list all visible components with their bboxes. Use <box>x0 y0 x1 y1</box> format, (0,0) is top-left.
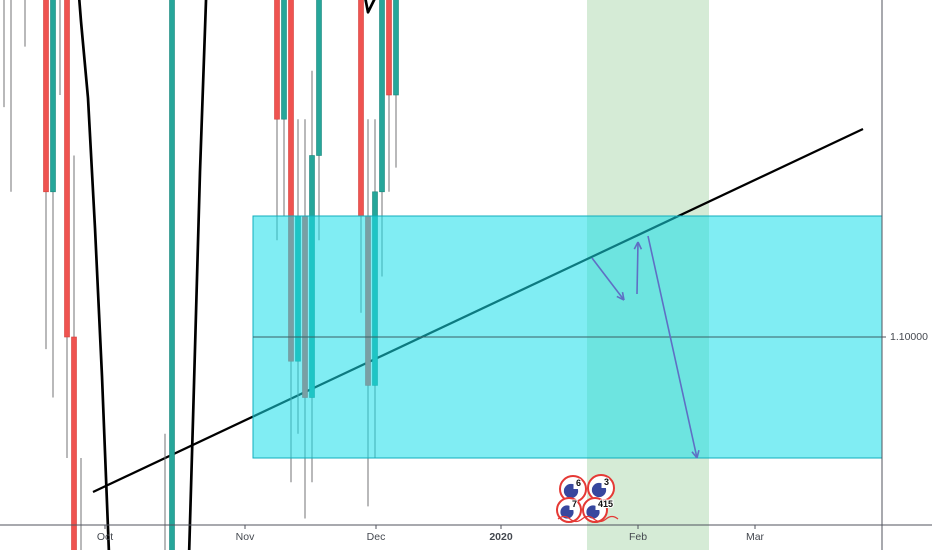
event-count: 6 <box>576 478 581 488</box>
candle-down <box>358 0 364 217</box>
candle-up <box>281 0 287 120</box>
candle-down <box>64 0 70 338</box>
x-axis-label: 2020 <box>489 531 513 543</box>
event-wave-decoration <box>557 515 619 523</box>
arrow-head <box>621 291 625 301</box>
event-count: 415 <box>598 499 613 509</box>
event-count: 3 <box>604 477 609 487</box>
economic-event-icons[interactable]: 6 3 7 415 <box>556 474 619 523</box>
candle-down <box>43 0 49 193</box>
candle-down <box>386 0 392 96</box>
x-axis-label: Mar <box>745 531 765 543</box>
arrow-head <box>633 241 639 250</box>
candle-up <box>379 0 385 193</box>
candle-up <box>50 0 56 193</box>
moving-average-line <box>77 0 376 550</box>
projection-arrows[interactable] <box>591 235 700 459</box>
event-flag-notch <box>601 483 606 488</box>
candle-up <box>169 0 175 550</box>
x-axis-label: Nov <box>235 531 255 543</box>
arrow-line[interactable] <box>591 257 625 301</box>
candle-up <box>316 0 322 156</box>
event-flag-notch <box>595 505 600 510</box>
arrow-head <box>616 295 625 301</box>
candle-down <box>274 0 280 120</box>
candle-up <box>393 0 399 96</box>
x-axis-label: Oct <box>96 531 114 543</box>
event-count: 7 <box>572 499 577 509</box>
event-flag-notch <box>573 484 578 489</box>
x-axis-label: Dec <box>366 531 386 543</box>
candle-down <box>71 336 77 550</box>
y-axis-label: 1.10000 <box>890 330 928 343</box>
arrow-line[interactable] <box>647 235 698 459</box>
arrow-line[interactable] <box>636 241 639 295</box>
arrow-head <box>696 450 700 459</box>
x-axis-label: Feb <box>628 531 648 543</box>
supply-demand-zones[interactable] <box>75 0 883 550</box>
arrow-head <box>637 241 643 250</box>
arrow-head <box>691 451 698 459</box>
event-flag-notch <box>569 505 574 510</box>
